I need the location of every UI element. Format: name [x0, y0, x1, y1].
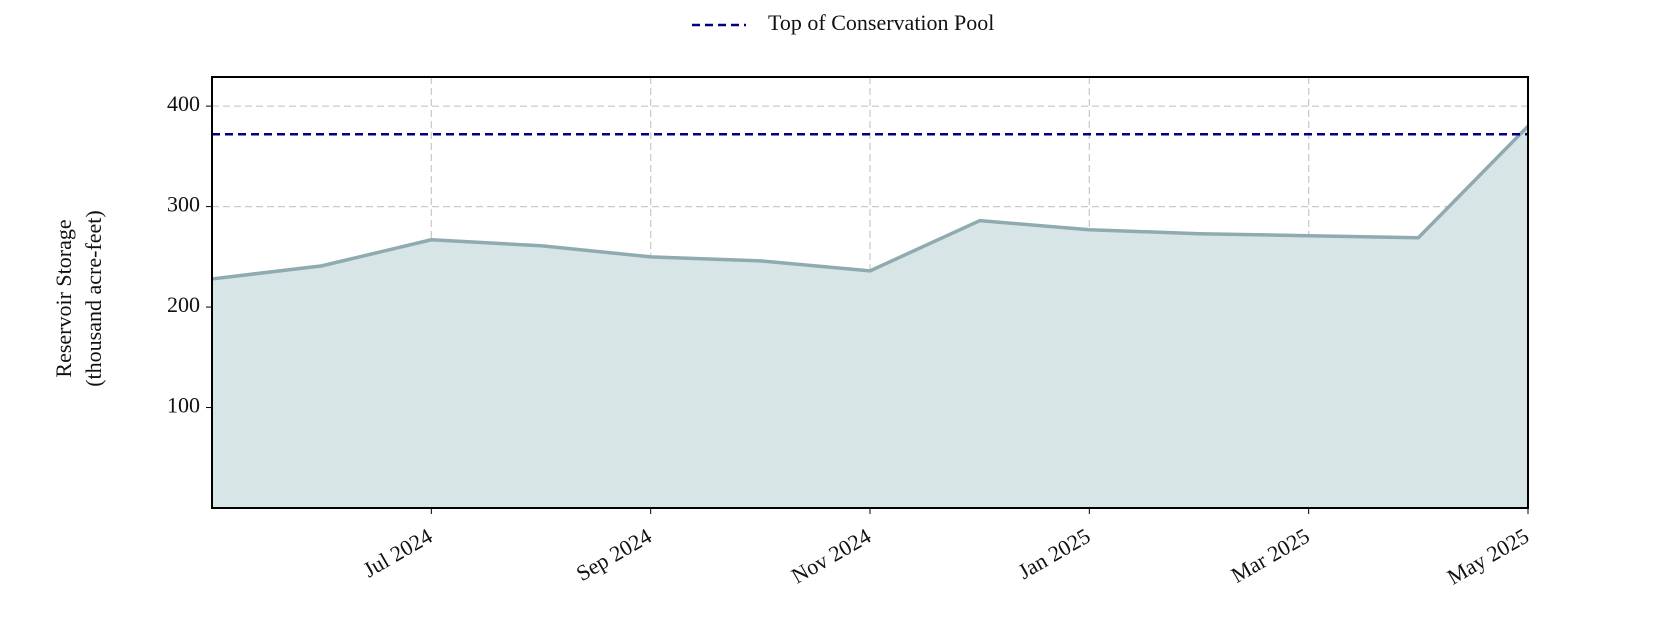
x-tick-label: Mar 2025 — [1227, 523, 1314, 588]
legend-label: Top of Conservation Pool — [768, 10, 994, 35]
y-tick-label: 300 — [167, 192, 200, 217]
x-tick-label: Jan 2025 — [1014, 523, 1095, 584]
y-tick-label: 100 — [167, 393, 200, 418]
x-tick-label: May 2025 — [1443, 523, 1533, 590]
x-tick-label: Jul 2024 — [359, 523, 437, 582]
series-line — [211, 125, 1530, 281]
plot-frame — [211, 76, 1529, 509]
y-tick-label: 200 — [167, 292, 200, 317]
y-axis-label: Reservoir Storage — [51, 219, 76, 377]
y-tick-label: 400 — [167, 91, 200, 116]
area-fill — [212, 126, 1528, 508]
x-tick-label: Sep 2024 — [572, 523, 656, 586]
x-tick-label: Nov 2024 — [787, 523, 875, 588]
y-axis-label: (thousand acre-feet) — [81, 210, 106, 387]
